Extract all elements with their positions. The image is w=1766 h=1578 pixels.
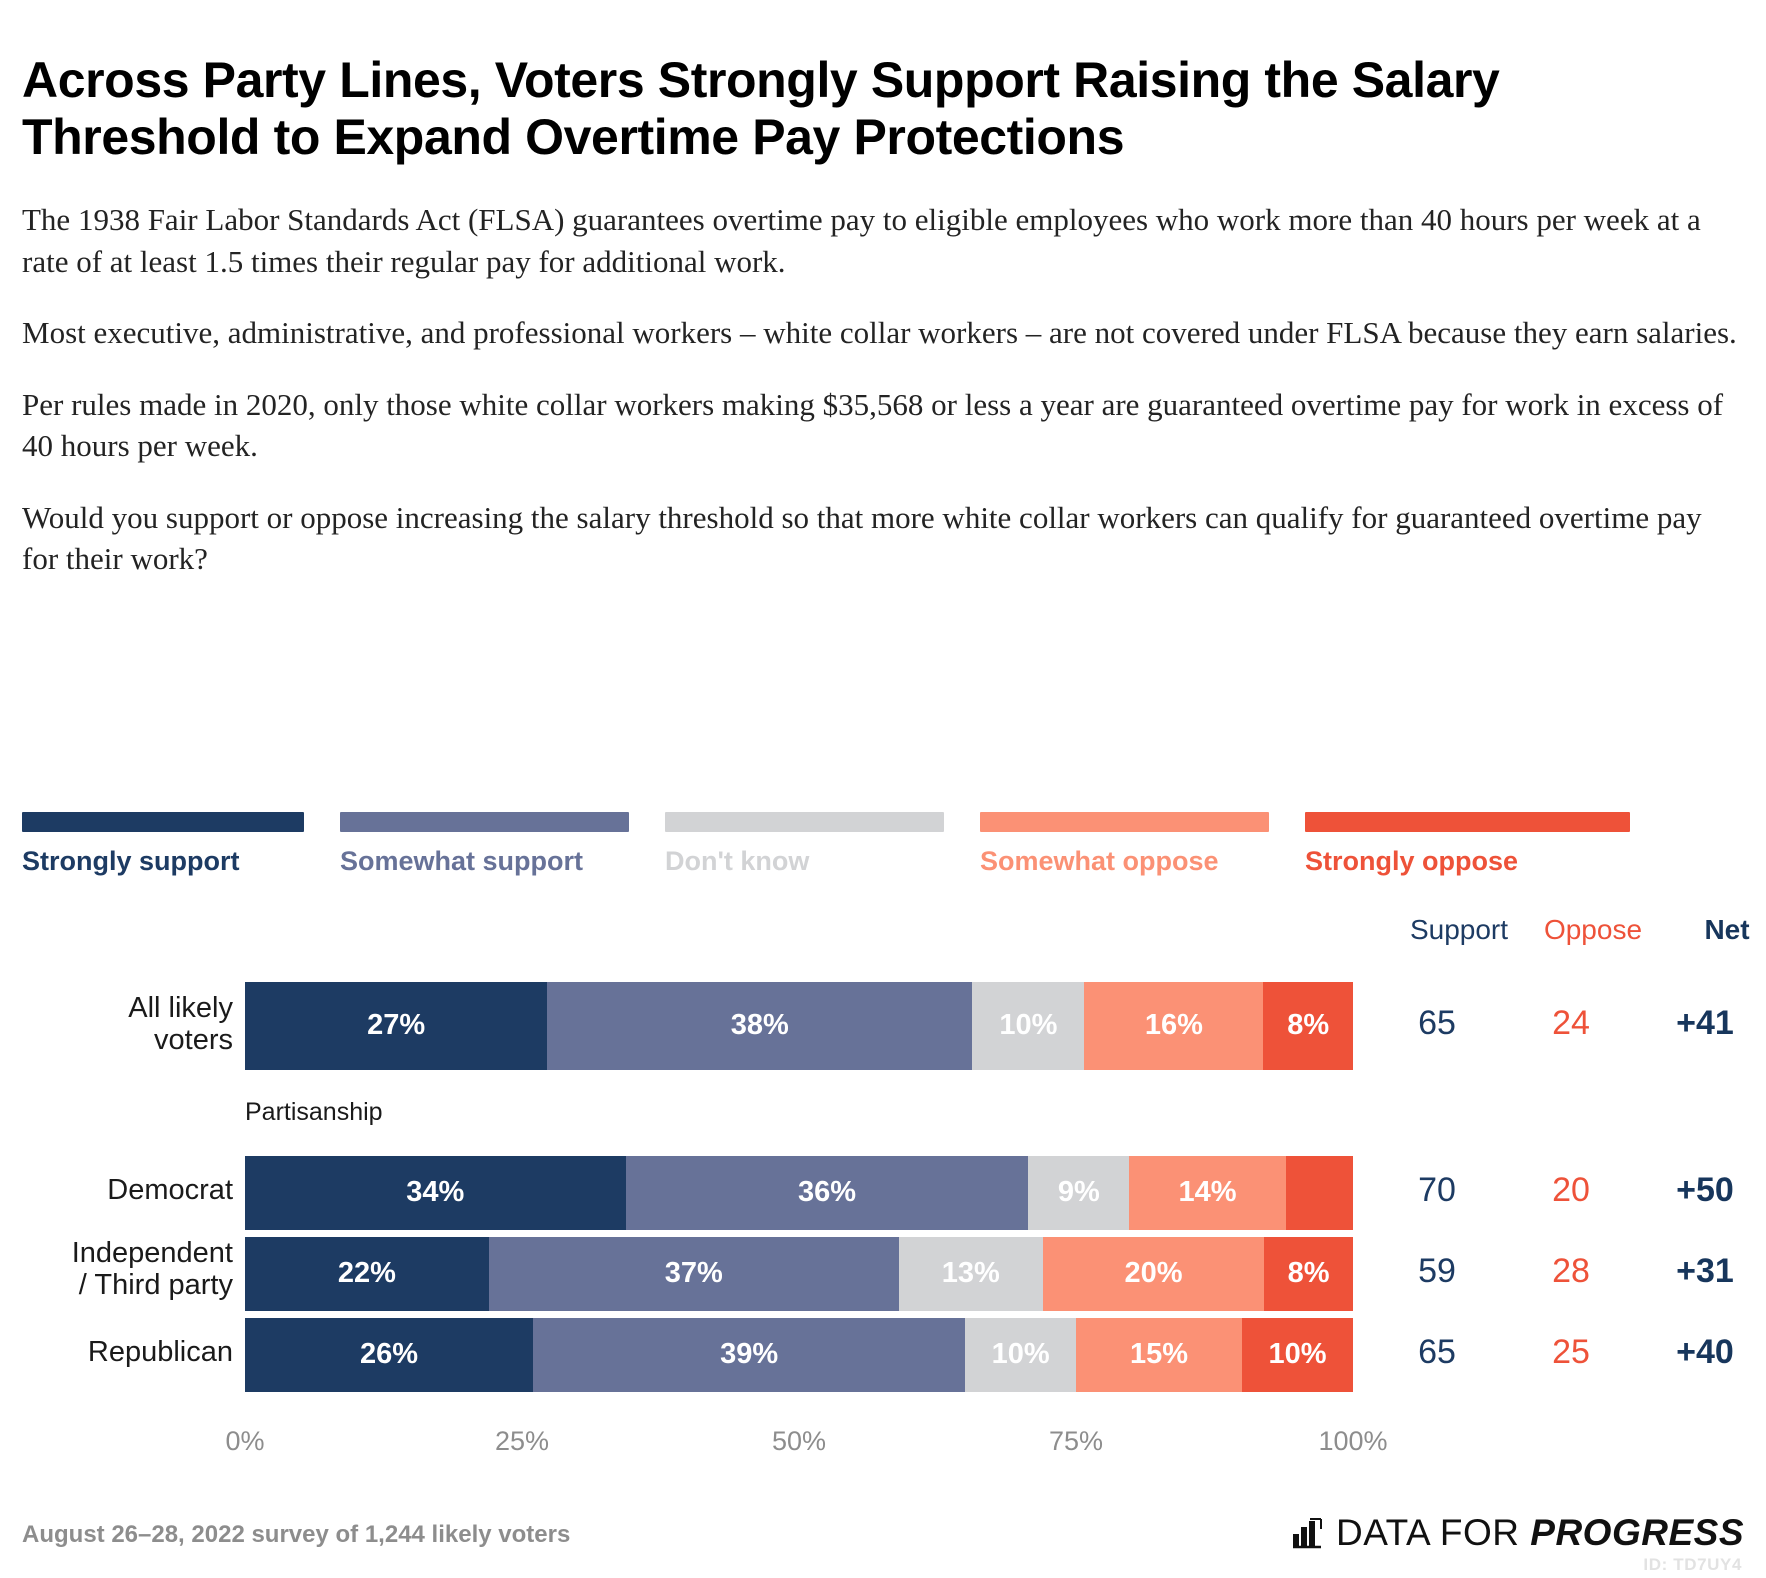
legend-swatch-icon (22, 811, 304, 832)
legend-label: Don't know (665, 845, 810, 876)
legend-label: Somewhat support (340, 845, 584, 876)
bar-segment-somewhat_oppose[interactable]: 15% (1075, 1317, 1243, 1392)
legend-item-1[interactable]: Somewhat support (340, 811, 665, 877)
paragraph-3: Per rules made in 2020, only those white… (22, 386, 1724, 464)
chart-row[interactable]: Democrat 34% 36% 9% 14% 70 20 +50 (0, 1155, 1766, 1230)
bar-segment-somewhat_support[interactable]: 37% (488, 1236, 899, 1311)
x-axis-tick: 100% (1318, 1425, 1388, 1456)
summary-value-oppose: 24 (1552, 1003, 1590, 1042)
bar-segment-somewhat_support[interactable]: 36% (625, 1155, 1029, 1230)
summary-value-support: 59 (1418, 1251, 1456, 1290)
infographic-page: Across Party Lines, Voters Strongly Supp… (0, 34, 1766, 1578)
legend-swatch-icon (340, 811, 629, 832)
bar-segment-dont_know[interactable]: 13% (898, 1236, 1043, 1311)
summary-value-net: +41 (1676, 1003, 1734, 1042)
bar-segment-somewhat_oppose[interactable]: 14% (1129, 1155, 1286, 1230)
bar-segment-dont_know[interactable]: 10% (972, 981, 1085, 1070)
row-label: All likely voters (128, 991, 233, 1056)
legend-swatch-icon (1305, 811, 1630, 832)
legend-item-3[interactable]: Somewhat oppose (980, 811, 1305, 877)
summary-value-net: +50 (1676, 1170, 1734, 1209)
bar-segment-strongly_oppose[interactable]: 10% (1242, 1317, 1353, 1392)
chart-row[interactable]: Independent / Third party 22% 37% 13% 20% 8% 59… (0, 1236, 1766, 1311)
stacked-bar: 22% 37% 13% 20% 8% (245, 1236, 1353, 1311)
stacked-bar: 26% 39% 10% 15% 10% (245, 1317, 1353, 1392)
stacked-bar-chart: All likely voters 27% 38% 10% 16% 8% 65 24 +41 Par… (0, 34, 1766, 1578)
summary-value-support: 65 (1418, 1332, 1456, 1371)
legend-label: Somewhat oppose (980, 845, 1219, 876)
row-label: Republican (87, 1335, 233, 1368)
bar-segment-strongly_support[interactable]: 27% (245, 981, 548, 1070)
summary-value-net: +40 (1676, 1332, 1734, 1371)
bar-segment-somewhat_support[interactable]: 38% (547, 981, 973, 1070)
description-block: The 1938 Fair Labor Standards Act (FLSA)… (22, 199, 1737, 580)
summary-value-oppose: 25 (1552, 1332, 1590, 1371)
bar-segment-strongly_oppose[interactable]: 8% (1263, 981, 1353, 1070)
survey-note: August 26–28, 2022 survey of 1,244 likel… (22, 1520, 571, 1548)
bar-segment-dont_know[interactable]: 10% (965, 1317, 1076, 1392)
summary-value-oppose: 20 (1552, 1170, 1590, 1209)
summary-value-support: 70 (1418, 1170, 1456, 1209)
legend-label: Strongly support (22, 845, 240, 876)
chart-row[interactable]: Republican 26% 39% 10% 15% 10% 65 25 +40 (0, 1317, 1766, 1392)
page-title: Across Party Lines, Voters Strongly Supp… (22, 51, 1500, 165)
paragraph-1: The 1938 Fair Labor Standards Act (FLSA)… (22, 202, 1701, 279)
x-axis-tick: 50% (771, 1425, 827, 1456)
summary-value-net: +31 (1676, 1251, 1734, 1290)
stacked-bar: 34% 36% 9% 14% (245, 1155, 1353, 1230)
bar-chart-icon (1292, 1517, 1322, 1548)
bar-segment-dont_know[interactable]: 9% (1028, 1155, 1130, 1230)
x-axis: 0% 25% 50% 75% 100% (0, 1426, 1766, 1466)
bar-segment-somewhat_support[interactable]: 39% (533, 1317, 966, 1392)
x-axis-tick: 75% (1048, 1425, 1104, 1456)
column-header-oppose: Oppose (1543, 913, 1643, 945)
bar-segment-strongly_oppose[interactable]: 8% (1264, 1236, 1353, 1311)
bar-segment-strongly_oppose[interactable] (1285, 1155, 1353, 1230)
column-header-support: Support (1409, 913, 1509, 945)
question-text: Would you support or oppose increasing t… (22, 499, 1702, 577)
column-header-net: Net (1704, 913, 1750, 945)
x-axis-tick: 25% (494, 1425, 550, 1456)
legend-swatch-icon (665, 811, 944, 832)
brand-logo: DATA FOR PROGRESS (1290, 1512, 1744, 1554)
legend-item-0[interactable]: Strongly support (22, 811, 340, 877)
bar-segment-strongly_support[interactable]: 22% (245, 1236, 489, 1311)
chart-row[interactable]: All likely voters 27% 38% 10% 16% 8% 65 24 +41 (0, 981, 1766, 1070)
legend-label: Strongly oppose (1305, 845, 1519, 876)
bar-segment-strongly_support[interactable]: 26% (245, 1317, 534, 1392)
stacked-bar: 27% 38% 10% 16% 8% (245, 981, 1353, 1070)
x-axis-tick: 0% (225, 1425, 265, 1456)
row-label: Independent / Third party (71, 1236, 233, 1301)
bar-segment-somewhat_oppose[interactable]: 20% (1042, 1236, 1265, 1311)
legend-swatch-icon (980, 811, 1269, 832)
row-label: Democrat (107, 1173, 233, 1206)
chart-legend: Strongly support Somewhat support Don't kn… (22, 811, 1744, 877)
bar-segment-strongly_support[interactable]: 34% (245, 1155, 626, 1230)
group-label-partisanship: Partisanship (245, 1097, 383, 1126)
summary-value-support: 65 (1418, 1003, 1456, 1042)
legend-item-4[interactable]: Strongly oppose (1305, 811, 1630, 877)
bar-segment-somewhat_oppose[interactable]: 16% (1084, 981, 1264, 1070)
paragraph-2: Most executive, administrative, and prof… (22, 315, 1737, 351)
summary-value-oppose: 28 (1552, 1251, 1590, 1290)
brand-wordmark: DATA FOR PROGRESS (1335, 1511, 1744, 1553)
chart-id: ID: TD7UY4 (1643, 1554, 1742, 1574)
legend-item-2[interactable]: Don't know (665, 811, 980, 877)
